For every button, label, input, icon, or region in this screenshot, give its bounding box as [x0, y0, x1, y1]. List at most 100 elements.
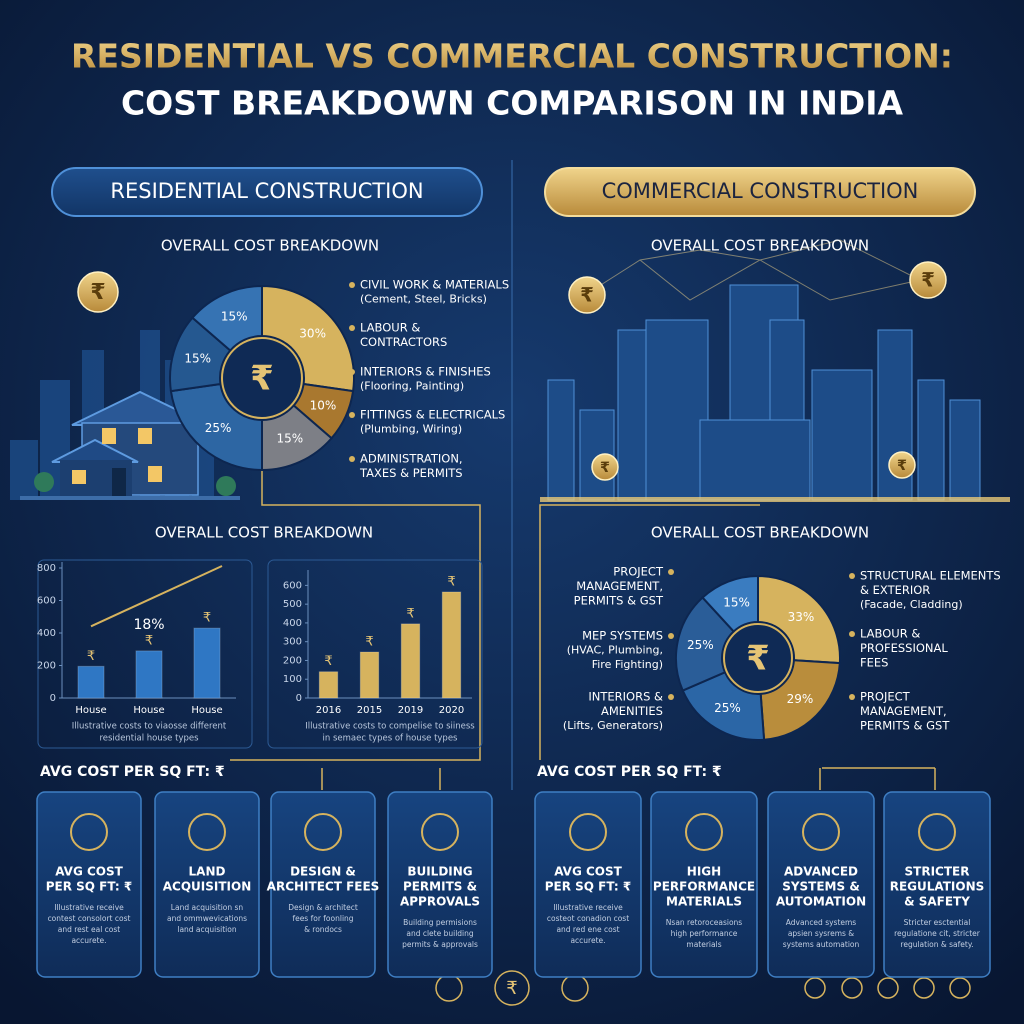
- legend-text: FITTINGS & ELECTRICALS: [360, 408, 505, 422]
- card-text: contest consolort cost: [48, 914, 131, 923]
- y-tick-label: 500: [283, 599, 302, 610]
- x-tick-label: House: [75, 705, 106, 716]
- coin-symbol: ₹: [921, 269, 935, 292]
- coin: [888, 451, 916, 479]
- y-tick-label: 200: [283, 655, 302, 666]
- donut-center: ₹: [250, 359, 274, 399]
- donut-segment: [675, 596, 736, 692]
- legend-text: INTERIORS & FINISHES: [360, 365, 491, 379]
- card-title: ACQUISITION: [163, 880, 252, 894]
- legend-text: AMENITIES: [601, 704, 663, 718]
- legend-text: INTERIORS &: [588, 690, 663, 704]
- residential-pill: [51, 167, 483, 217]
- connectors: [230, 470, 936, 790]
- segment-label: 25%: [205, 421, 232, 435]
- card-icon: [802, 813, 840, 851]
- card-text: Advanced systems: [786, 918, 857, 927]
- title-line-2: COST BREAKDOWN COMPARISON IN INDIA: [121, 84, 904, 123]
- legend-text: PERMITS & GST: [574, 594, 664, 608]
- card-title: ARCHITECT FEES: [267, 880, 380, 894]
- legend-dot: [849, 631, 855, 637]
- card: [36, 791, 142, 978]
- segment-label: 15%: [184, 352, 211, 366]
- coin-symbol: ₹: [580, 284, 594, 307]
- overview-title: OVERALL COST BREAKDOWN: [651, 237, 869, 255]
- donut-segment: [681, 670, 766, 741]
- card-text: apsien sysrems &: [788, 929, 854, 938]
- coin-symbol: ₹: [600, 460, 610, 476]
- y-tick-label: 300: [283, 637, 302, 648]
- card: [534, 791, 642, 978]
- caption: Illustrative costs to viaosse different: [72, 722, 227, 732]
- card-title: MATERIALS: [666, 895, 742, 909]
- bar-symbol: ₹: [447, 574, 455, 589]
- card-title: APPROVALS: [400, 895, 480, 909]
- legend-dot: [349, 456, 355, 462]
- card-text: regulation & safety.: [900, 940, 973, 949]
- card-icon: [304, 813, 342, 851]
- bar-symbol: ₹: [406, 606, 414, 621]
- card-text: and red ene cost: [556, 925, 619, 934]
- bar-section-title: OVERALL COST BREAKDOWN: [155, 524, 373, 542]
- commercial-header: COMMERCIAL CONSTRUCTION: [602, 179, 919, 203]
- legend-text: STRUCTURAL ELEMENTS: [860, 569, 1001, 583]
- legend-text: MEP SYSTEMS: [582, 629, 663, 643]
- card-title: AVG COST: [55, 865, 123, 879]
- card-title: STRICTER: [905, 865, 970, 879]
- legend-dot: [668, 633, 674, 639]
- bar: [441, 591, 462, 699]
- segment-label: 30%: [299, 327, 326, 341]
- donut-segment: [701, 574, 759, 633]
- y-tick-label: 800: [37, 563, 56, 574]
- legend-text: (Facade, Cladding): [860, 598, 963, 611]
- card-text: accurete.: [71, 936, 106, 945]
- segment-label: 25%: [687, 638, 714, 652]
- donut-center: ₹: [746, 639, 770, 679]
- bar: [318, 671, 339, 699]
- network-lines: [584, 239, 921, 301]
- card-title: HIGH: [687, 865, 721, 879]
- avg-label: AVG COST PER SQ FT: ₹: [537, 764, 722, 780]
- card-title: PER SQ FT: ₹: [46, 880, 132, 894]
- card-icon: [421, 813, 459, 851]
- legend-dot: [849, 573, 855, 579]
- segment-label: 15%: [221, 310, 248, 324]
- donut-segment: [169, 382, 263, 472]
- card-text: and ommwevications: [167, 914, 247, 923]
- card-text: Land acquisition sn: [171, 903, 244, 912]
- y-tick-label: 0: [50, 693, 56, 704]
- legend-dot: [849, 694, 855, 700]
- card-text: and clete building: [406, 929, 474, 938]
- card-text: systems automation: [783, 940, 860, 949]
- x-tick-label: 2020: [439, 705, 464, 716]
- title-line-1: RESIDENTIAL VS COMMERCIAL CONSTRUCTION:: [71, 37, 953, 76]
- legend-text: (Cement, Steel, Bricks): [360, 293, 487, 306]
- segment-label: 15%: [276, 431, 303, 445]
- card-text: & rondocs: [304, 925, 342, 934]
- legend-dot: [349, 369, 355, 375]
- bar-symbol: ₹: [87, 649, 95, 664]
- commercial-pill: [544, 167, 976, 217]
- card-title: DESIGN &: [290, 865, 356, 879]
- card: [387, 791, 493, 978]
- bar: [135, 650, 163, 699]
- donut-segment: [191, 284, 263, 352]
- legend-text: LABOUR &: [860, 627, 920, 641]
- legend-text: PERMITS & GST: [860, 719, 950, 733]
- footer-symbol: ₹: [506, 978, 517, 999]
- legend-dot: [668, 694, 674, 700]
- coin: [591, 453, 619, 481]
- commercial-skyline: [547, 284, 981, 501]
- card-title: BUILDING: [407, 865, 472, 879]
- x-tick-label: 2019: [398, 705, 423, 716]
- legend-text: (Plumbing, Wiring): [360, 423, 462, 436]
- card-text: Nsan retoroceasions: [666, 918, 742, 927]
- legend-text: MANAGEMENT,: [576, 579, 663, 593]
- legend-text: (Lifts, Generators): [563, 719, 663, 732]
- caption: Illustrative costs to compelise to siine…: [305, 722, 475, 732]
- legend-text: FEES: [860, 656, 888, 670]
- card-text: Illustrative receive: [54, 903, 124, 912]
- house: [20, 390, 240, 500]
